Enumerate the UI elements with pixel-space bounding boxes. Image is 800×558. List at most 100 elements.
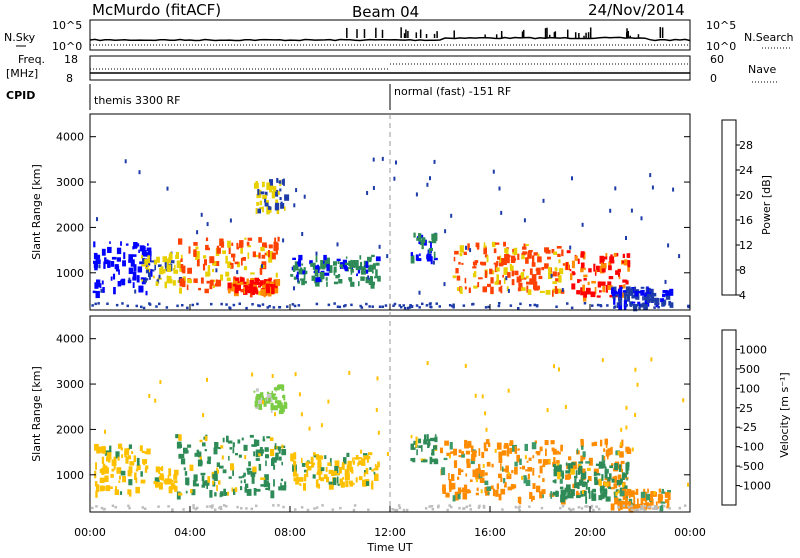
scatter-cell — [326, 476, 330, 483]
scatter-cell — [123, 252, 126, 260]
scatter-cell — [206, 222, 209, 227]
scatter-cell — [243, 444, 248, 451]
ground-scatter-cell — [393, 302, 397, 306]
scatter-cell — [328, 482, 334, 490]
scatter-cell — [602, 456, 606, 461]
scatter-cell — [95, 290, 100, 299]
ground-scatter-cell — [561, 504, 565, 508]
scatter-cell — [635, 488, 639, 495]
scatter-cell — [496, 483, 499, 490]
ground-scatter-cell — [410, 305, 413, 308]
scatter-cell — [482, 463, 485, 468]
scatter-cell — [611, 463, 614, 467]
ground-scatter-cell — [196, 506, 199, 510]
ground-scatter-cell — [518, 508, 521, 512]
ground-scatter-cell — [206, 505, 209, 508]
scatter-cell — [226, 435, 229, 443]
scatter-cell — [504, 248, 509, 253]
scatter-cell — [179, 266, 182, 272]
scatter-cell — [423, 439, 428, 445]
scatter-cell — [207, 272, 211, 276]
scatter-cell — [375, 466, 379, 471]
scatter-cell — [665, 292, 671, 300]
scatter-cell — [604, 490, 608, 498]
scatter-cell — [142, 257, 145, 265]
scatter-cell — [275, 452, 279, 461]
scatter-cell — [376, 376, 379, 381]
scatter-cell — [248, 283, 251, 289]
scatter-cell — [142, 277, 147, 282]
colorbar-tick-label: 8 — [739, 264, 746, 277]
scatter-cell — [344, 474, 349, 481]
scatter-cell — [649, 173, 652, 178]
scatter-cell — [307, 466, 312, 471]
ground-scatter-cell — [428, 302, 432, 306]
scatter-cell — [564, 404, 567, 409]
scatter-cell — [229, 447, 232, 450]
scatter-cell — [476, 487, 479, 492]
scatter-cell — [566, 463, 569, 469]
scatter-cell — [445, 492, 450, 498]
scatter-cell — [580, 267, 584, 273]
scatter-cell — [247, 245, 252, 248]
scatter-cell — [490, 485, 494, 490]
scatter-cell — [578, 465, 583, 474]
scatter-cell — [461, 451, 464, 455]
scatter-cell — [193, 474, 198, 482]
ground-scatter-cell — [286, 305, 289, 308]
scatter-cell — [609, 447, 613, 453]
scatter-cell — [246, 469, 250, 472]
scatter-cell — [159, 267, 164, 275]
scatter-cell — [605, 253, 608, 257]
scatter-cell — [552, 480, 556, 483]
scatter-cell — [550, 440, 555, 445]
scatter-cell — [204, 435, 208, 442]
scatter-cell — [290, 274, 294, 277]
scatter-cell — [507, 288, 510, 293]
scatter-cell — [244, 237, 247, 240]
scatter-cell — [451, 474, 455, 481]
ground-scatter-cell — [652, 507, 655, 510]
scatter-cell — [170, 260, 175, 264]
scatter-cell — [478, 473, 481, 479]
scatter-cell — [310, 262, 315, 267]
scatter-cell — [350, 259, 353, 264]
scatter-cell — [334, 460, 340, 468]
scatter-cell — [468, 490, 472, 493]
scatter-cell — [504, 484, 507, 488]
scatter-cell — [498, 473, 502, 479]
scatter-cell — [633, 304, 638, 312]
scatter-cell — [196, 250, 200, 259]
scatter-cell — [451, 482, 456, 490]
scatter-cell — [587, 476, 592, 482]
scatter-cell — [196, 230, 199, 235]
scatter-cell — [622, 472, 625, 480]
scatter-cell — [124, 448, 130, 456]
scatter-cell — [238, 454, 242, 458]
scatter-cell — [456, 275, 461, 281]
scatter-cell — [458, 455, 462, 458]
scatter-cell — [480, 261, 483, 265]
scatter-cell — [141, 281, 146, 285]
scatter-cell — [145, 278, 149, 281]
scatter-cell — [336, 242, 339, 247]
ground-scatter-cell — [570, 306, 574, 310]
scatter-cell — [259, 282, 264, 287]
scatter-cell — [297, 278, 300, 283]
ground-scatter-cell — [398, 506, 402, 510]
scatter-cell — [576, 495, 581, 499]
scatter-cell — [552, 491, 558, 496]
scatter-cell — [146, 247, 152, 252]
scatter-cell — [217, 469, 219, 474]
scatter-cell — [243, 284, 248, 291]
scatter-cell — [509, 440, 514, 446]
ground-scatter-cell — [484, 306, 488, 309]
x-tick-label: 04:00 — [174, 526, 206, 539]
scatter-cell — [153, 275, 155, 279]
scatter-cell — [604, 470, 608, 479]
scatter-cell — [542, 494, 544, 499]
scatter-cell — [433, 445, 438, 450]
scatter-cell — [369, 467, 372, 470]
scatter-cell — [475, 468, 480, 476]
scatter-cell — [260, 477, 266, 480]
